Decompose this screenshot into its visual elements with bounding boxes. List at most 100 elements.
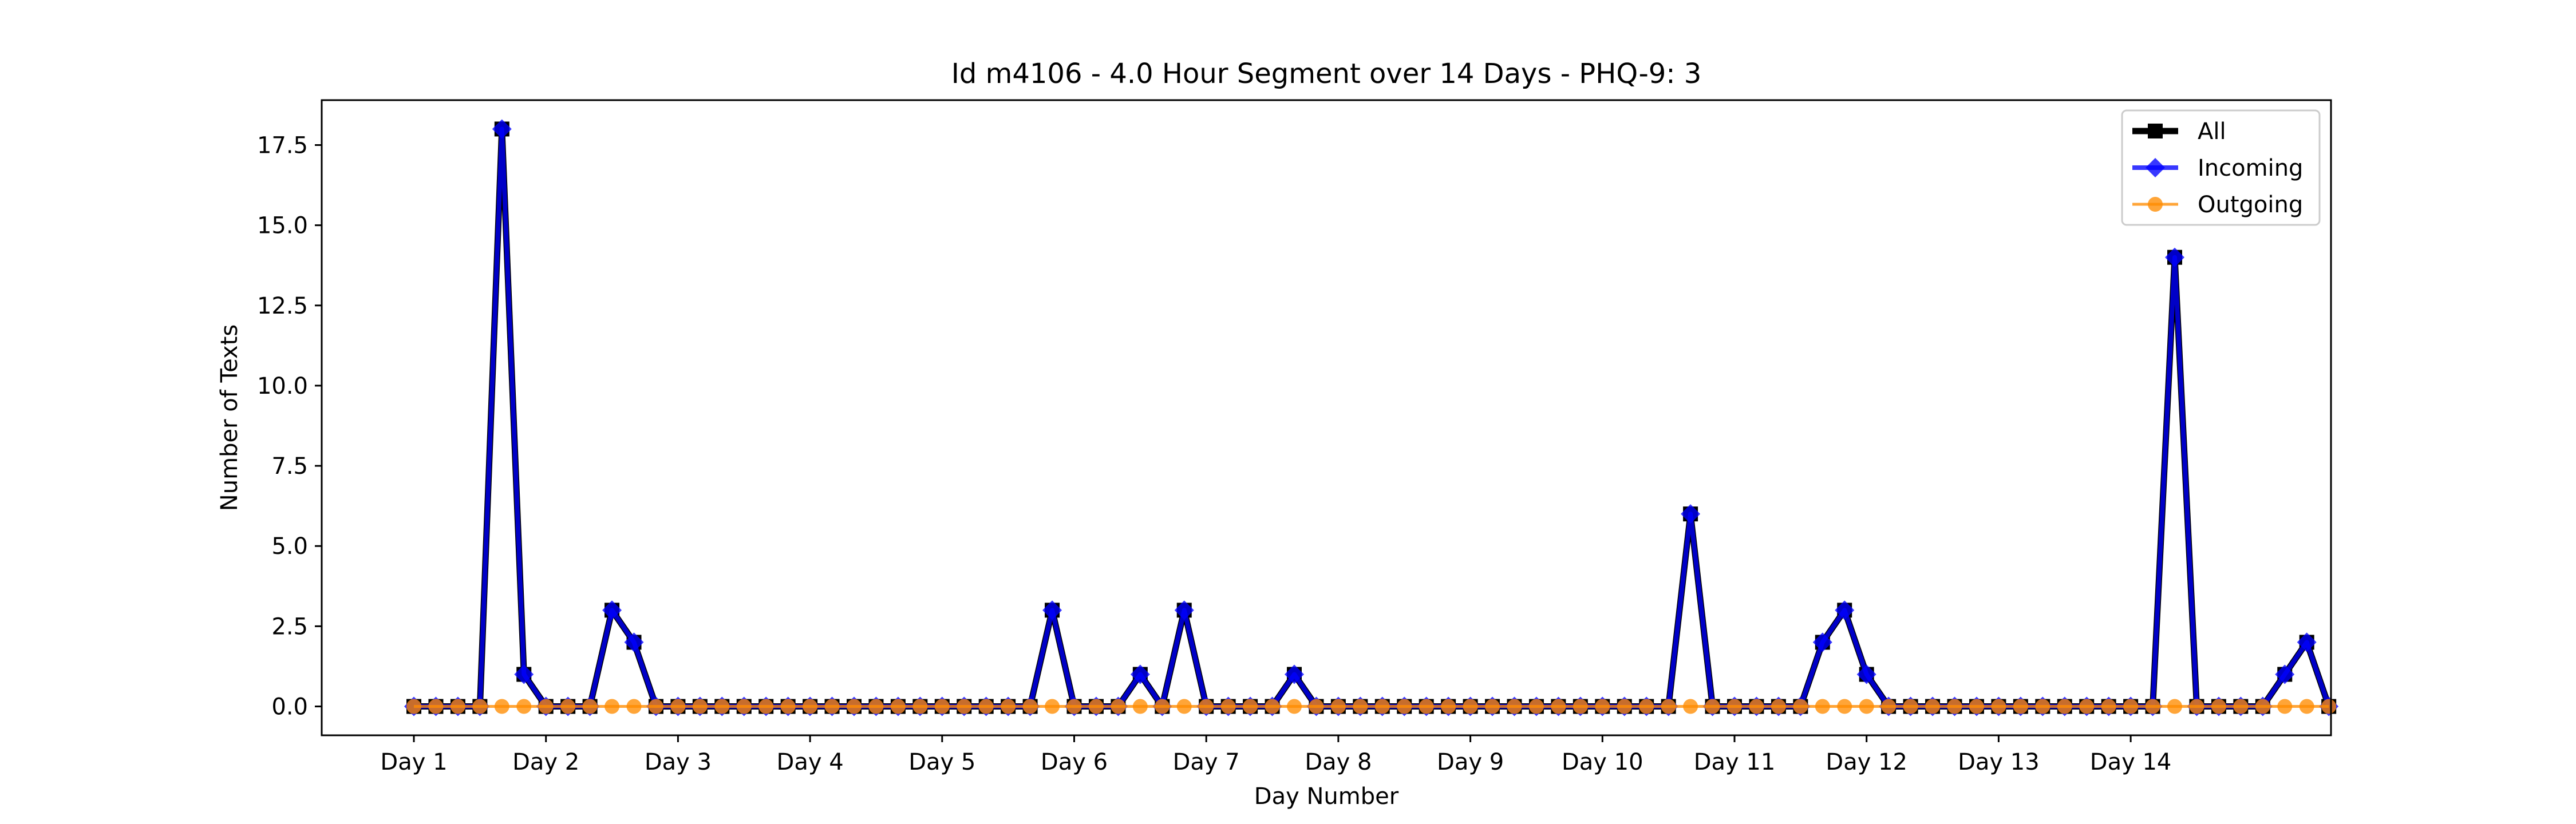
data-point-outgoing [2233,699,2249,714]
data-point-outgoing [758,699,774,714]
data-point-outgoing [803,699,818,714]
data-point-outgoing [1088,699,1104,714]
data-point-incoming [1835,600,1855,620]
data-point-incoming [1285,664,1304,684]
data-point-outgoing [1705,699,1720,714]
data-point-outgoing [1639,699,1654,714]
data-point-outgoing [692,699,708,714]
data-point-outgoing [2277,699,2293,714]
data-point-outgoing [1330,699,1346,714]
data-point-outgoing [1199,699,1214,714]
x-tick-label: Day 8 [1305,749,1372,775]
legend-label-all: All [2198,118,2226,145]
data-point-outgoing [626,699,642,714]
data-point-outgoing [978,699,994,714]
data-point-outgoing [1903,699,1918,714]
data-point-outgoing [1837,699,1852,714]
data-point-outgoing [1111,699,1126,714]
data-point-incoming [1681,504,1701,524]
y-tick-label: 15.0 [257,213,308,239]
data-point-outgoing [1551,699,1566,714]
data-point-outgoing [1045,699,1060,714]
data-point-outgoing [1001,699,1016,714]
data-point-outgoing [516,699,532,714]
x-tick-label: Day 14 [2090,749,2172,775]
x-tick-label: Day 10 [1562,749,1643,775]
data-point-outgoing [1749,699,1764,714]
x-axis: Day 1 Day 2 Day 3 Day 4 Day 5 Day 6 Day 7 Day 8… [380,735,2171,775]
data-point-incoming [1812,632,1832,652]
data-point-outgoing [714,699,730,714]
data-point-outgoing [824,699,840,714]
x-tick-label: Day 12 [1826,749,1907,775]
data-point-outgoing [1374,699,1390,714]
x-tick-label: Day 7 [1173,749,1240,775]
plot-frame [321,99,2332,736]
data-point-outgoing [1881,699,1897,714]
data-point-incoming [2275,664,2295,684]
data-point-incoming [624,632,644,652]
legend-label-incoming: Incoming [2198,155,2303,181]
x-tick-label: Day 4 [777,749,844,775]
data-point-outgoing [1243,699,1258,714]
data-point-outgoing [670,699,686,714]
data-point-outgoing [1022,699,1038,714]
data-point-incoming [1130,664,1150,684]
data-point-incoming [514,664,534,684]
data-point-outgoing [2079,699,2095,714]
x-tick-label: Day 1 [380,749,447,775]
x-tick-label: Day 9 [1437,749,1504,775]
data-point-incoming [2297,632,2317,652]
data-point-outgoing [472,699,488,714]
data-point-outgoing [1155,699,1170,714]
data-point-outgoing [1727,699,1742,714]
data-point-outgoing [912,699,928,714]
y-tick-label: 2.5 [271,613,308,640]
data-point-outgoing [1947,699,1962,714]
legend-marker-outgoing [2148,197,2163,212]
data-point-outgoing [1265,699,1280,714]
data-point-outgoing [1353,699,1368,714]
data-point-outgoing [736,699,752,714]
data-point-outgoing [406,699,421,714]
data-point-outgoing [1309,699,1324,714]
data-point-outgoing [2145,699,2160,714]
data-point-outgoing [1485,699,1500,714]
data-point-outgoing [428,699,444,714]
data-point-outgoing [538,699,554,714]
data-point-outgoing [1991,699,2006,714]
data-point-outgoing [847,699,862,714]
y-axis-label: Number of Texts [216,324,243,511]
data-point-outgoing [1528,699,1544,714]
data-point-outgoing [1176,699,1192,714]
data-point-outgoing [1771,699,1786,714]
data-point-outgoing [1507,699,1522,714]
data-point-outgoing [1793,699,1808,714]
data-point-outgoing [1925,699,1941,714]
data-point-outgoing [2123,699,2139,714]
data-point-outgoing [2299,699,2314,714]
data-point-outgoing [2255,699,2270,714]
data-point-outgoing [2211,699,2226,714]
legend-marker-incoming [2146,158,2165,177]
y-tick-label: 7.5 [271,453,308,480]
data-point-outgoing [868,699,884,714]
y-tick-label: 10.0 [257,373,308,399]
plot-area [404,119,2339,716]
x-tick-label: Day 6 [1041,749,1108,775]
y-tick-label: 0.0 [271,694,308,720]
data-point-outgoing [890,699,906,714]
data-point-outgoing [2057,699,2072,714]
data-point-incoming [1856,664,1876,684]
legend-marker-all [2148,124,2163,138]
data-point-outgoing [1419,699,1434,714]
y-tick-label: 5.0 [271,533,308,560]
data-point-outgoing [2101,699,2116,714]
data-point-incoming [602,600,622,620]
x-tick-label: Day 5 [908,749,975,775]
data-point-outgoing [2321,699,2337,714]
data-point-outgoing [582,699,598,714]
data-point-outgoing [1441,699,1456,714]
data-point-outgoing [1595,699,1610,714]
